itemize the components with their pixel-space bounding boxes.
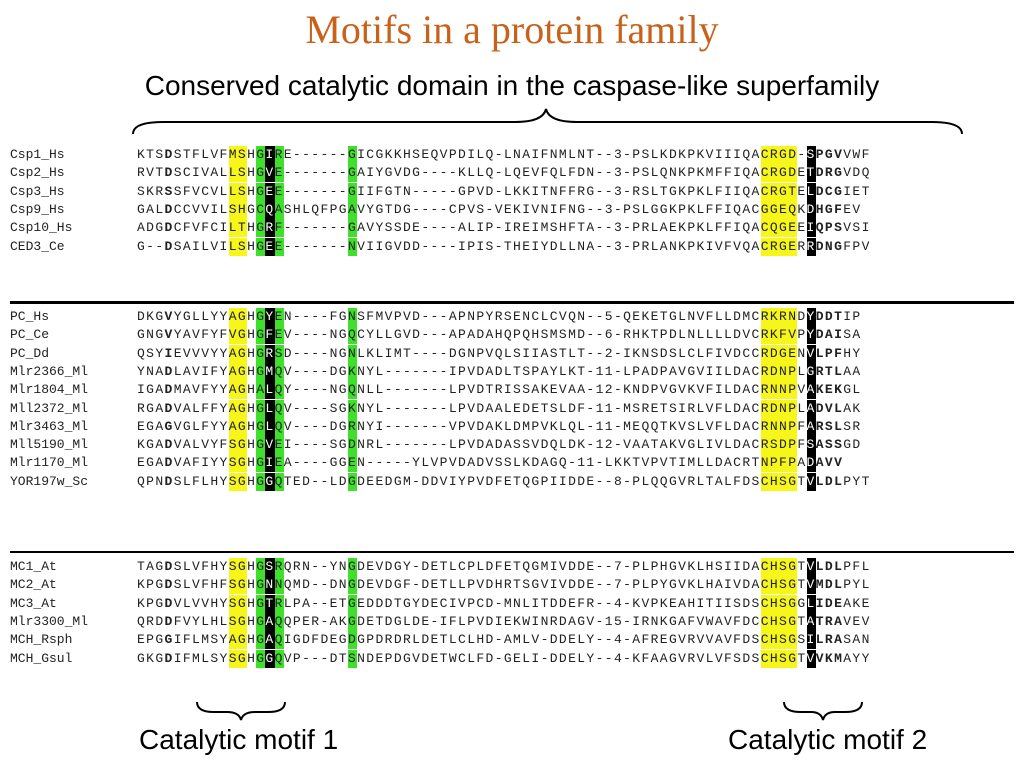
sequence-name: Mlr2366_Ml: [10, 363, 89, 379]
sequence-name: MC3_At: [10, 595, 57, 611]
sequence-residues: TAGDSLVFHYSGHGSRQRN--YNGDEVDGY-DETLCPLDF…: [137, 558, 871, 576]
sequence-residues: ADGDCFVFCILTHGRF-------GAVYSSDE----ALIP-…: [137, 219, 871, 238]
sequence-name: MCH_Rsph: [10, 632, 73, 648]
sequence-name: PC_Hs: [10, 309, 50, 324]
slide-subtitle: Conserved catalytic domain in the caspas…: [144, 70, 880, 101]
group-separator: [10, 301, 1014, 304]
group-separator: [10, 551, 1014, 553]
sequence-name: Mlr3300_Ml: [10, 613, 89, 629]
sequence-name: Mlr3463_Ml: [10, 418, 89, 434]
sequence-name: Csp9_Hs: [10, 201, 65, 217]
sequence-name: Mll5190_Ml: [10, 437, 89, 453]
sequence-name: Csp3_Hs: [10, 183, 65, 199]
motif1-brace-path: [196, 701, 286, 721]
sequence-residues: G--DSAILVILSHGEE-------NVIIGVDD----IPIS-…: [137, 237, 871, 256]
sequence-residues: SKRSSFVCVLLSHGEE-------GIIFGTN-----GPVD-…: [137, 182, 871, 201]
sequence-residues: DKGVYGLLYYAGHGYEN----FGNSFMVPVD---APNPYR…: [137, 308, 862, 326]
sequence-residues: KPGDVLVVHYSGHGTRLPA--ETGEDDDTGYDECIVPCD-…: [137, 594, 871, 613]
sequence-residues: GALDCCVVILSHGCQASHLQFPGAVYGTDG----CPVS-V…: [137, 200, 862, 219]
sequence-name: MCH_Gsul: [10, 650, 73, 666]
sequence-residues: KGADVALVYFSGHGVEI----SGDNRL-------LPVDAD…: [137, 436, 862, 455]
sequence-name: Csp1_Hs: [10, 147, 65, 162]
sequence-residues: QSYIEVVVYYAGHGRSD----NGNLKLIMT----DGNPVQ…: [137, 344, 862, 363]
catalytic-motif-2-label: Catalytic motif 2: [728, 724, 928, 755]
sequence-residues: RVTDSCIVALLSHGVE-------GAIYGVDG----KLLQ-…: [137, 164, 871, 183]
slide-title: Motifs in a protein family: [305, 7, 719, 52]
sequence-name: YOR197w_Sc: [10, 473, 89, 489]
domain-brace-path: [132, 108, 963, 135]
sequence-name: Mlr1170_Ml: [10, 455, 89, 471]
motif2-brace-path: [783, 701, 863, 721]
sequence-residues: KPGDSLVFHFSGHGNNQMD--DNGDEVDGF-DETLLPVDH…: [137, 576, 871, 595]
sequence-residues: EGADVAFIYYSGHGIEA----GGEN-----YLVPVDADVS…: [137, 454, 844, 473]
sequence-residues: KTSDSTFLVFMSHGIRE------GICGKKHSEQVPDILQ-…: [137, 146, 871, 164]
sequence-residues: RGADVALFFYAGHGLQV----SGKNYL-------LPVDAA…: [137, 399, 862, 418]
sequence-name: Csp2_Hs: [10, 165, 65, 181]
sequence-residues: GNGVYAVFYFVGHGFEV----NGQCYLLGVD---APADAH…: [137, 326, 862, 345]
sequence-name: PC_Dd: [10, 345, 50, 361]
sequence-residues: QPNDSLFLHYSGHGGQTED--LDGDEEDGM-DDVIYPVDF…: [137, 472, 871, 491]
sequence-residues: QRDDFVYLHLSGHGAQQPER-AKGDETDGLDE-IFLPVDI…: [137, 612, 871, 631]
sequence-name: Csp10_Hs: [10, 220, 73, 236]
sequence-residues: EPGGIFLMSYAGHGAQIGDFDEGDGPDRDRLDETLCLHD-…: [137, 631, 871, 650]
catalytic-motif-1-label: Catalytic motif 1: [139, 724, 339, 755]
sequence-name: Mll2372_Ml: [10, 400, 89, 416]
sequence-residues: YNADLAVIFYAGHGMQV----DGKNYL-------IPVDAD…: [137, 362, 862, 381]
sequence-residues: IGADMAVFYYAGHALQY----NGQNLL-------LPVDTR…: [137, 381, 862, 400]
sequence-name: MC2_At: [10, 577, 57, 593]
sequence-residues: EGAGVGLFYYAGHGLQV----DGRNYI-------VPVDAK…: [137, 417, 862, 436]
sequence-name: CED3_Ce: [10, 238, 65, 254]
sequence-residues: GKGDIFMLSYSGHGGQVP---DTSNDEPDGVDETWCLFD-…: [137, 649, 871, 668]
sequence-name: MC1_At: [10, 559, 57, 574]
sequence-name: PC_Ce: [10, 327, 50, 343]
sequence-name: Mlr1804_Ml: [10, 382, 89, 398]
